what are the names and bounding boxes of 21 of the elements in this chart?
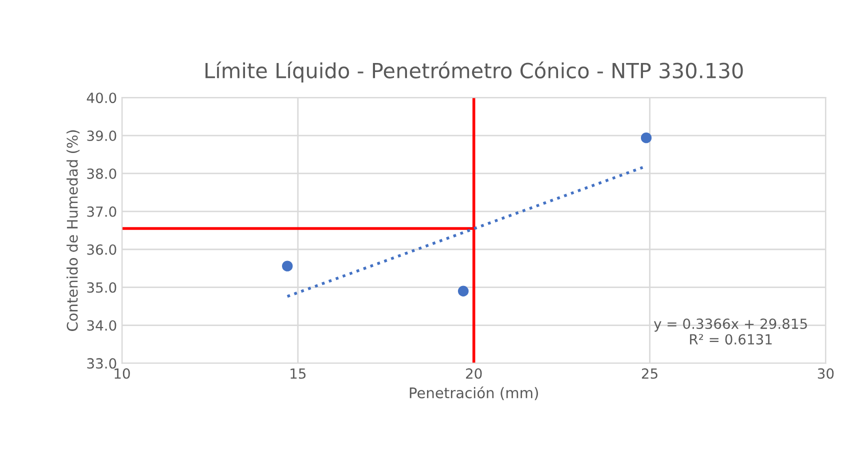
x-tick-label: 20	[466, 368, 482, 379]
y-tick-label: 37.0	[87, 206, 116, 217]
y-axis-title: Contenido de Humedad (%)	[66, 130, 80, 331]
x-tick-label: 10	[114, 368, 130, 379]
annotation: y = 0.3366x + 29.815	[654, 318, 807, 332]
y-tick-label: 39.0	[87, 130, 116, 142]
y-tick-label: 36.0	[87, 244, 116, 255]
point	[640, 132, 652, 144]
x-axis-title: Penetración (mm)	[410, 386, 538, 400]
point	[282, 260, 293, 272]
chart-title: Límite Líquido - Penetrómetro Cónico - NTP 330.130	[206, 62, 743, 82]
y-tick-label: 34.0	[87, 320, 116, 331]
y-tick-label: 35.0	[87, 282, 116, 293]
x-tick-label: 25	[642, 368, 658, 379]
y-tick-label: 40.0	[86, 92, 116, 104]
x-tick-label: 15	[290, 368, 306, 379]
annotation: R² = 0.6131	[690, 334, 772, 345]
x-tick-label: 30	[818, 368, 834, 379]
y-tick-label: 38.0	[87, 168, 116, 179]
point	[458, 286, 469, 296]
y-tick-label: 33.0	[87, 358, 116, 369]
